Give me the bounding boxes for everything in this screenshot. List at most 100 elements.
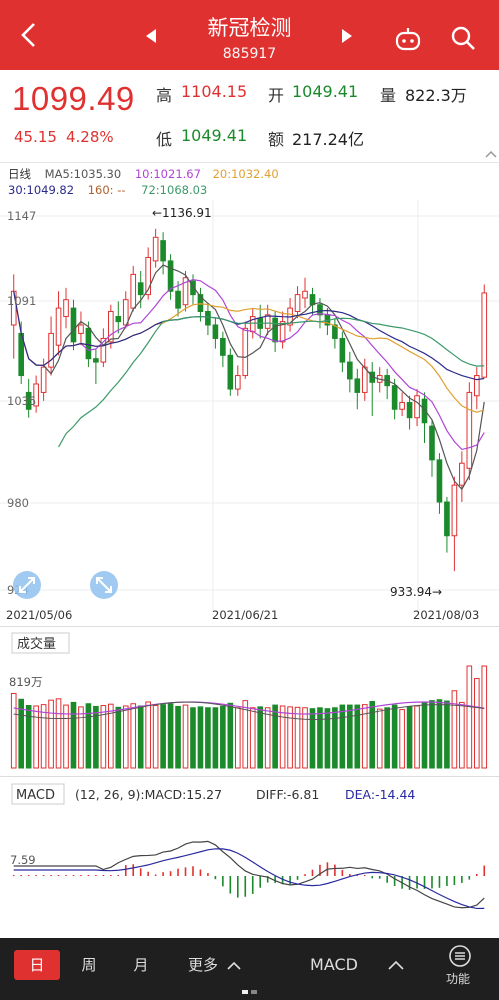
low-value: 1049.41 [181, 126, 248, 145]
macd-bar [438, 876, 441, 888]
ma-legend-row-1: 日线 MA5:1035.30 10:1021.67 20:1032.40 [8, 166, 279, 182]
candle-body [130, 273, 137, 309]
macd-bar [289, 876, 291, 885]
tab-more[interactable]: 更多 [188, 950, 264, 980]
volume-bar [212, 707, 219, 769]
macd-bar [296, 876, 299, 880]
indicator-chevron-up-icon[interactable] [388, 960, 404, 970]
volume-bar [481, 665, 488, 769]
date-start: 2021/05/06 [6, 608, 73, 622]
volume-bar [130, 703, 137, 769]
volume-bar [160, 704, 166, 769]
tab-month[interactable]: 月 [133, 956, 149, 974]
volume-bar [48, 699, 54, 769]
volume-bar [40, 704, 47, 769]
quote-divider [0, 162, 499, 163]
candle-body [414, 395, 420, 419]
macd-bar [102, 875, 105, 876]
robot-assistant-icon[interactable] [394, 26, 422, 52]
candle-body [272, 317, 278, 343]
macd-bar [461, 876, 463, 883]
candle-body [302, 290, 308, 299]
ma72-value: 72:1068.03 [141, 183, 208, 197]
expand-chart-icon[interactable] [90, 571, 118, 599]
candle-body [115, 316, 122, 323]
volume-bar [294, 706, 301, 769]
macd-level: 7.59 [10, 853, 36, 867]
prev-stock-icon[interactable] [144, 28, 158, 44]
macd-bar [87, 875, 90, 876]
open-label: 开 [268, 86, 285, 105]
macd-bar [341, 869, 344, 876]
ma-legend-row-2: 30:1049.82 160: -- 72:1068.03 [8, 183, 207, 197]
volume-value: 822.3万 [405, 86, 467, 105]
back-arrow-icon[interactable] [14, 18, 44, 52]
volume-bar [406, 706, 413, 769]
candle-body [100, 337, 107, 363]
candle-body [205, 310, 211, 326]
zoom-in-icon[interactable] [13, 571, 41, 599]
macd-bar [274, 876, 276, 883]
volume-label: 量 [380, 86, 397, 105]
volume-bar [324, 708, 331, 769]
volume-bar [309, 708, 316, 769]
macd-chart[interactable]: MACD (12, 26, 9):MACD:15.27 DIFF:-6.81 D… [0, 776, 499, 936]
amount-label: 额 [268, 130, 285, 149]
candle-body [436, 459, 443, 503]
candle-body [55, 307, 62, 346]
volume-bar [249, 707, 256, 769]
candle-body [108, 310, 114, 343]
chevron-up-icon [227, 961, 241, 970]
last-price: 1099.49 [12, 80, 135, 117]
period-label[interactable]: 日线 [8, 167, 31, 181]
macd-bar [251, 876, 254, 894]
function-menu-icon[interactable] [448, 944, 472, 968]
macd-bar [65, 875, 67, 876]
volume-bar [459, 701, 465, 769]
macd-bar [50, 875, 52, 876]
macd-bar [229, 876, 232, 894]
indicator-select[interactable]: MACD [310, 955, 358, 974]
volume-bar [10, 692, 17, 769]
macd-bar [244, 876, 247, 897]
volume-bar [384, 707, 390, 769]
volume-bar [279, 705, 286, 769]
collapse-chevron-icon[interactable] [485, 150, 497, 158]
search-icon[interactable] [450, 25, 476, 51]
next-stock-icon[interactable] [340, 28, 354, 44]
candle-body [466, 391, 473, 469]
volume-bar [33, 705, 39, 769]
page-indicator-active [242, 990, 248, 994]
tab-day[interactable]: 日 [14, 950, 60, 980]
volume-bar [137, 705, 144, 769]
candle-body [481, 292, 488, 378]
volume-bar [444, 700, 450, 769]
candle-body [40, 366, 47, 393]
y-tick-1147: 1147 [7, 209, 36, 223]
candle-body [242, 327, 249, 377]
candle-body [85, 327, 92, 360]
y-tick-1035: 1035 [7, 394, 36, 408]
tab-week[interactable]: 周 [81, 956, 97, 974]
volume-bar [473, 678, 480, 769]
candle-body [167, 260, 174, 292]
candlestick-chart[interactable]: 1147 1091 1035 980 924 ←1136.91 933.94→ [0, 200, 499, 610]
date-end: 2021/08/03 [413, 608, 480, 622]
ma10-value: 10:1021.67 [134, 167, 201, 181]
y-tick-1091: 1091 [7, 294, 36, 308]
macd-bar [72, 875, 75, 876]
low-label: 低 [156, 130, 173, 149]
candle-body [227, 354, 234, 390]
macd-bar [222, 876, 224, 887]
volume-bar [242, 700, 249, 769]
ma20-value: 20:1032.40 [212, 167, 279, 181]
min-price-label: 933.94→ [390, 585, 442, 599]
candle-body [317, 304, 323, 316]
ma20-line [13, 291, 485, 413]
volume-chart[interactable]: 成交量 819万 [0, 626, 499, 776]
macd-bar [259, 876, 262, 888]
volume-bar [152, 705, 159, 769]
macd-bar [386, 876, 388, 883]
bottom-toolbar: 日 周 月 更多 MACD 功能 [0, 938, 499, 1000]
macd-bar [431, 876, 433, 889]
